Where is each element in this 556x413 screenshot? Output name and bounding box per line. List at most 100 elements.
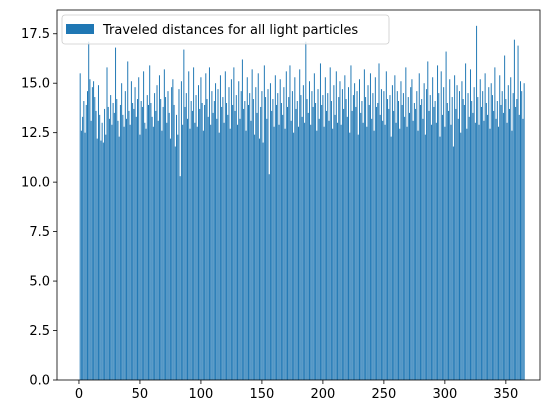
bar xyxy=(262,142,264,380)
bar xyxy=(217,89,219,380)
bar xyxy=(226,102,228,381)
bar xyxy=(268,174,270,380)
bar xyxy=(227,114,229,381)
bar xyxy=(435,122,437,380)
bar xyxy=(405,67,407,380)
bar xyxy=(490,83,492,381)
bar xyxy=(454,75,456,380)
bar xyxy=(432,77,434,381)
bar xyxy=(144,122,146,380)
bar xyxy=(494,67,496,380)
bar xyxy=(355,106,357,380)
bar xyxy=(112,102,114,381)
x-axis-ticks: 0 50 100 150 200 250 300 350 xyxy=(75,380,518,402)
bar xyxy=(451,97,453,380)
bar xyxy=(96,138,98,380)
bar xyxy=(323,126,325,381)
bar xyxy=(151,116,153,380)
bar xyxy=(115,47,117,381)
x-tick-label: 150 xyxy=(249,387,274,402)
bar xyxy=(305,41,307,380)
bar xyxy=(88,41,90,380)
bar xyxy=(260,106,262,380)
bar xyxy=(362,122,364,380)
bar xyxy=(206,99,208,380)
bar xyxy=(293,132,295,380)
bar xyxy=(424,134,426,380)
bar xyxy=(94,97,96,380)
bar xyxy=(468,116,470,380)
bar xyxy=(207,116,209,380)
bar xyxy=(522,118,524,380)
bar xyxy=(261,91,263,381)
bar xyxy=(343,108,345,381)
bar xyxy=(240,91,242,381)
bar xyxy=(272,99,274,380)
bar xyxy=(350,65,352,381)
bar xyxy=(372,93,374,380)
x-tick-label: 100 xyxy=(189,387,214,402)
bar xyxy=(483,120,485,381)
bar xyxy=(244,101,246,381)
bar xyxy=(263,65,265,381)
bar xyxy=(202,130,204,380)
y-tick-label: 12.5 xyxy=(21,126,50,141)
bar xyxy=(498,126,500,381)
y-tick-label: 17.5 xyxy=(21,27,50,42)
bar xyxy=(223,122,225,380)
bar xyxy=(208,67,210,380)
bar xyxy=(466,128,468,380)
bar xyxy=(337,122,339,380)
bar xyxy=(228,87,230,381)
bar xyxy=(312,106,314,380)
bar xyxy=(471,101,473,381)
bar xyxy=(265,97,267,380)
legend: Traveled distances for all light particl… xyxy=(61,14,390,45)
bar xyxy=(324,77,326,381)
bar xyxy=(273,126,275,381)
bar xyxy=(365,97,367,380)
bar xyxy=(101,122,103,380)
bar xyxy=(80,130,82,380)
bar xyxy=(351,110,353,380)
bar xyxy=(211,91,213,381)
bar xyxy=(276,104,278,380)
bar xyxy=(118,136,120,380)
bar xyxy=(99,114,101,381)
bar xyxy=(91,87,93,381)
bar xyxy=(316,130,318,380)
bar xyxy=(190,101,192,381)
bar xyxy=(502,112,504,380)
bar xyxy=(448,110,450,380)
bar xyxy=(429,95,431,380)
bar xyxy=(126,118,128,380)
bar xyxy=(169,138,171,380)
bar xyxy=(85,104,87,380)
bar xyxy=(339,81,341,380)
bar xyxy=(523,83,525,381)
bar xyxy=(387,99,389,380)
bar xyxy=(135,116,137,380)
bar xyxy=(140,101,142,381)
legend-label: Traveled distances for all light particl… xyxy=(102,23,358,38)
bar xyxy=(495,118,497,380)
bar xyxy=(283,87,285,381)
y-tick-label: 5.0 xyxy=(29,275,50,290)
bar xyxy=(256,112,258,380)
bar xyxy=(121,83,123,381)
bar xyxy=(472,112,474,380)
bar xyxy=(290,120,292,381)
bar xyxy=(111,124,113,380)
bar xyxy=(319,63,321,381)
bar xyxy=(173,104,175,380)
bar xyxy=(185,93,187,380)
bar xyxy=(105,134,107,380)
bar xyxy=(500,104,502,380)
bar xyxy=(388,108,390,381)
bar xyxy=(195,95,197,380)
bar xyxy=(282,114,284,381)
bar xyxy=(340,124,342,380)
x-tick-label: 300 xyxy=(432,387,457,402)
bar xyxy=(234,110,236,380)
bar xyxy=(298,126,299,381)
